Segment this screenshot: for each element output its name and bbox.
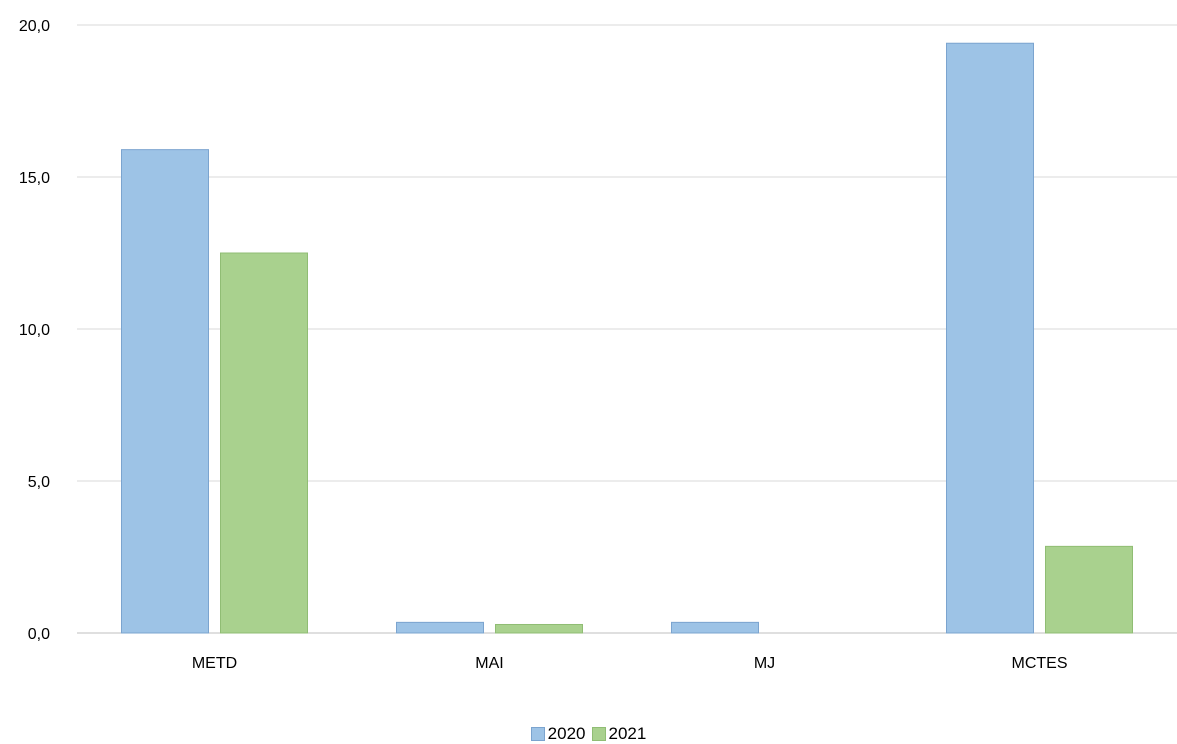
legend-label-2021: 2021 [608,724,647,743]
bar-chart-svg: 0,0 5,0 10,0 15,0 20,0 METD MAI MJ MCTES [19,18,1177,672]
x-axis-ticks: METD MAI MJ MCTES [192,655,1068,672]
legend-swatch-2020 [530,727,545,741]
legend-item-2020: 2020 [530,724,586,744]
y-tick-label: 5,0 [28,474,50,491]
bar-metd-2020 [121,149,209,634]
y-tick-label: 20,0 [19,18,50,35]
legend-swatch-2021 [591,727,606,741]
bar-metd-2021 [220,252,308,634]
y-tick-label: 15,0 [19,170,50,187]
y-tick-label: 0,0 [28,626,50,643]
x-tick-label: MAI [475,655,503,672]
bar-mai-2021 [495,623,583,634]
y-axis-ticks: 0,0 5,0 10,0 15,0 20,0 [19,18,50,643]
bar-mj-2020 [671,621,759,634]
x-tick-label: MCTES [1012,655,1068,672]
bars [121,42,1133,634]
legend: 2020 2021 [0,724,1177,744]
bar-mctes-2021 [1045,545,1133,634]
legend-item-2021: 2021 [591,724,647,744]
x-tick-label: METD [192,655,237,672]
bar-mctes-2020 [946,42,1034,634]
y-tick-label: 10,0 [19,322,50,339]
x-tick-label: MJ [754,655,775,672]
legend-label-2020: 2020 [547,724,586,743]
bar-mai-2020 [396,621,484,634]
